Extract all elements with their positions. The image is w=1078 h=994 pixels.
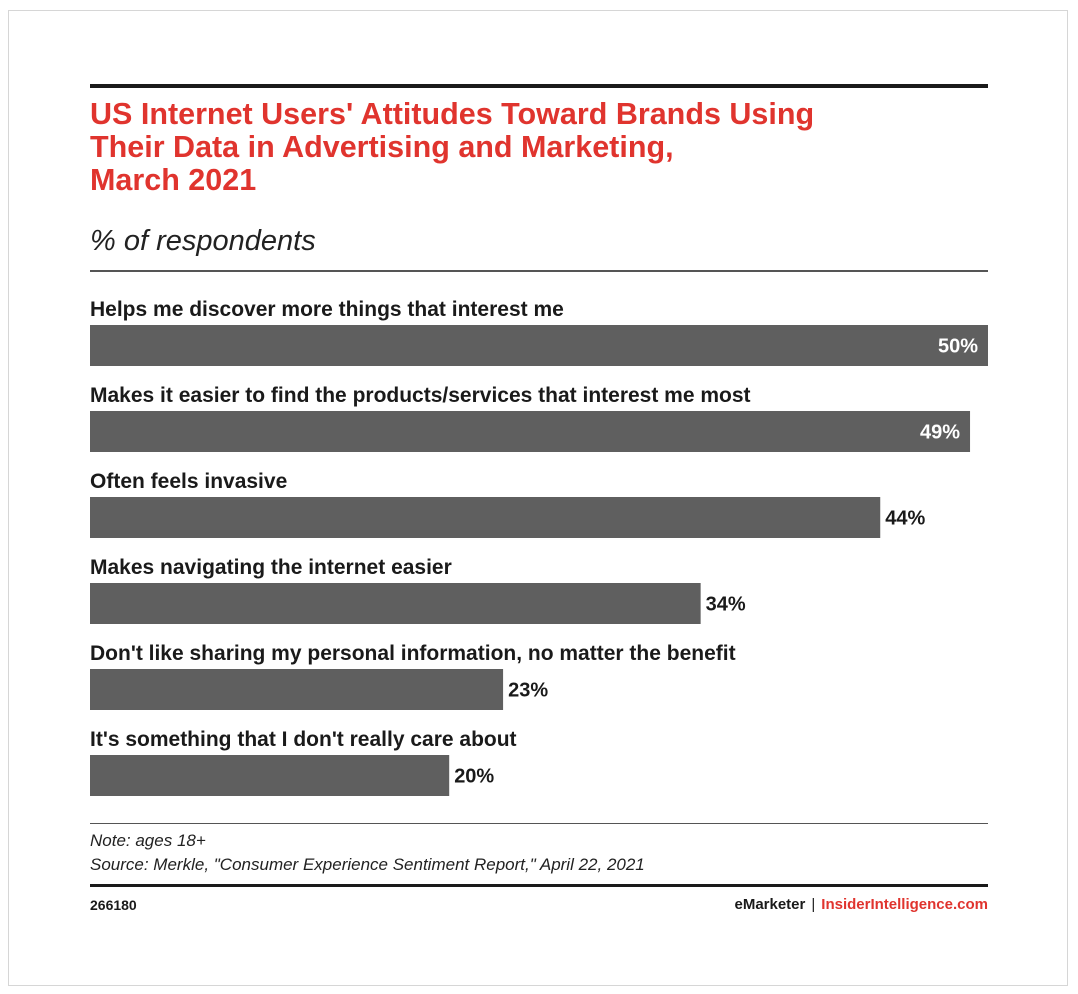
chart-id: 266180 — [90, 897, 137, 913]
brand-emarketer: eMarketer — [734, 896, 806, 913]
bar-value-label: 20% — [454, 766, 494, 788]
bar — [90, 325, 988, 366]
top-rule — [90, 84, 988, 88]
category-label: Helps me discover more things that inter… — [90, 298, 564, 321]
brand-insider-intelligence-link[interactable]: InsiderIntelligence.com — [821, 896, 988, 913]
bar — [90, 669, 504, 710]
chart-subtitle: % of respondents — [90, 225, 316, 257]
bar — [90, 411, 971, 452]
chart-title-line: US Internet Users' Attitudes Toward Bran… — [90, 97, 815, 131]
chart-title-line: Their Data in Advertising and Marketing, — [90, 130, 674, 164]
chart-title: US Internet Users' Attitudes Toward Bran… — [90, 98, 988, 197]
category-label: Often feels invasive — [90, 470, 287, 493]
chart-source: Source: Merkle, "Consumer Experience Sen… — [90, 855, 645, 874]
category-label: It's something that I don't really care … — [90, 728, 517, 751]
bar — [90, 755, 450, 796]
chart-note: Note: ages 18+ — [90, 831, 206, 850]
category-label: Makes navigating the internet easier — [90, 556, 452, 579]
chart-title-line: March 2021 — [90, 163, 257, 197]
bar-value-label: 23% — [508, 680, 548, 702]
bar-value-label: 44% — [885, 508, 925, 530]
bar — [90, 497, 881, 538]
footer-rule — [90, 884, 988, 887]
brand-footer: eMarketer | InsiderIntelligence.com — [734, 896, 988, 913]
bar-value-label: 34% — [706, 594, 746, 616]
category-label: Makes it easier to find the products/ser… — [90, 384, 751, 407]
bar — [90, 583, 701, 624]
bar-value-label: 50% — [938, 336, 978, 358]
category-label: Don't like sharing my personal informati… — [90, 642, 736, 665]
brand-separator: | — [811, 896, 816, 913]
subtitle-rule — [90, 270, 988, 272]
bar-value-label: 49% — [920, 422, 960, 444]
note-rule — [90, 823, 988, 824]
